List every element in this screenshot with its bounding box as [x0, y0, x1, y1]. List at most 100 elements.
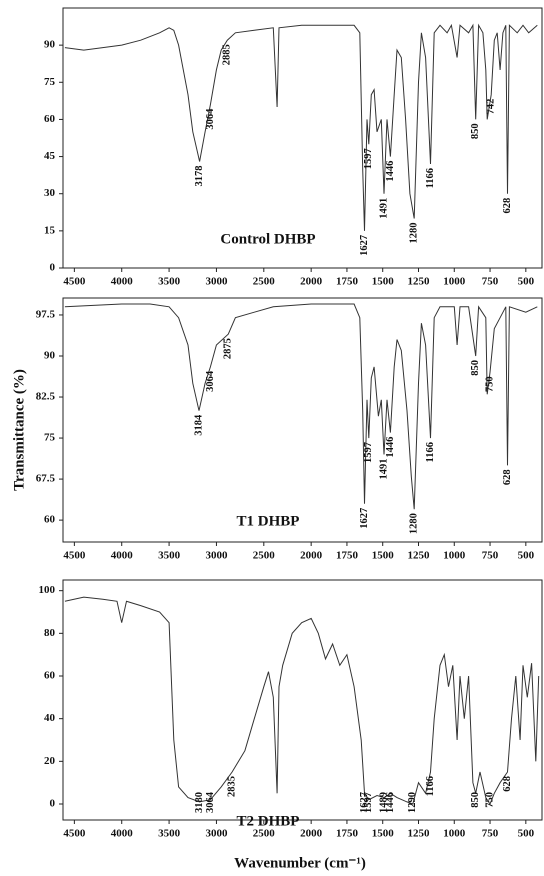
x-tick-label: 3000	[205, 276, 228, 288]
peak-label: 1491	[378, 458, 389, 479]
panel-label: Control DHBP	[220, 231, 315, 247]
peak-label: 750	[484, 792, 495, 808]
peak-label: 3178	[194, 166, 205, 187]
y-tick-label: 60	[44, 113, 56, 125]
y-tick-label: 97.5	[36, 308, 56, 320]
x-tick-label: 750	[482, 828, 499, 840]
y-tick-label: 45	[44, 150, 56, 162]
x-tick-label: 4500	[63, 276, 86, 288]
x-tick-label: 2500	[253, 276, 276, 288]
x-tick-label: 1500	[372, 550, 395, 562]
x-tick-label: 4000	[111, 550, 134, 562]
x-tick-label: 4000	[111, 276, 134, 288]
peak-label: 628	[502, 469, 513, 485]
peak-label: 1627	[359, 235, 370, 256]
panel-label: T1 DHBP	[237, 513, 300, 529]
plot-frame	[62, 297, 543, 543]
x-tick-label: 1250	[407, 550, 430, 562]
x-tick-label: 1250	[407, 828, 430, 840]
y-tick-label: 75	[44, 76, 56, 88]
peak-label: 1627	[359, 508, 370, 529]
x-tick-label: 750	[482, 276, 499, 288]
y-tick-label: 80	[44, 627, 56, 639]
y-tick-label: 90	[44, 350, 56, 362]
plot-frame	[62, 579, 543, 821]
x-tick-label: 1500	[372, 828, 395, 840]
x-tick-label: 1750	[336, 828, 359, 840]
y-axis-label: Transmittance (%)	[11, 369, 27, 491]
y-tick-label: 100	[39, 584, 56, 596]
y-tick-label: 82.5	[36, 391, 56, 403]
y-tick-label: 0	[50, 798, 56, 810]
x-tick-label: 3000	[205, 828, 228, 840]
peak-label: 3064	[205, 370, 216, 392]
peak-label: 1489	[379, 792, 390, 813]
y-tick-label: 30	[44, 187, 56, 199]
y-tick-label: 15	[44, 224, 56, 236]
panel-label: T2 DHBP	[237, 813, 300, 829]
peak-label: 3064	[205, 108, 216, 130]
y-tick-label: 75	[44, 432, 56, 444]
peak-label: 1280	[409, 222, 420, 243]
y-tick-label: 90	[44, 39, 56, 51]
x-tick-label: 1000	[443, 828, 466, 840]
x-tick-label: 4500	[63, 828, 86, 840]
peak-label: 1627	[359, 792, 370, 813]
peak-label: 1491	[378, 198, 389, 219]
y-tick-label: 20	[44, 755, 56, 767]
x-tick-label: 750	[482, 550, 499, 562]
peak-label: 3180	[194, 792, 205, 813]
peak-label: 628	[502, 776, 513, 792]
spectrum	[64, 23, 538, 231]
x-tick-label: 1250	[407, 276, 430, 288]
peak-label: 1597	[363, 442, 374, 463]
peak-label: 1597	[363, 148, 374, 169]
peak-label: 850	[470, 123, 481, 139]
x-tick-label: 3500	[158, 828, 181, 840]
x-tick-label: 1500	[372, 276, 395, 288]
peak-label: 1597	[363, 792, 374, 813]
peak-label: 1166	[425, 168, 436, 188]
plot-frame	[62, 7, 543, 269]
peak-label: 1280	[409, 513, 420, 534]
peak-label: 850	[470, 792, 481, 808]
spectrum	[64, 303, 538, 510]
peak-label: 2875	[223, 338, 234, 359]
x-tick-label: 2000	[300, 550, 323, 562]
x-tick-label: 4000	[111, 828, 134, 840]
peak-label: 750	[484, 376, 495, 392]
x-tick-label: 1000	[443, 276, 466, 288]
x-tick-label: 1000	[443, 550, 466, 562]
peak-label: 850	[470, 360, 481, 376]
x-tick-label: 2000	[300, 828, 323, 840]
y-tick-label: 67.5	[36, 473, 56, 485]
x-tick-label: 2500	[253, 550, 276, 562]
x-tick-label: 4500	[63, 550, 86, 562]
x-tick-label: 3000	[205, 550, 228, 562]
x-tick-label: 2000	[300, 276, 323, 288]
peak-label: 1446	[385, 161, 396, 182]
peak-label: 1166	[425, 442, 436, 462]
peak-label: 2885	[222, 44, 233, 65]
x-tick-label: 500	[518, 828, 535, 840]
peak-label: 1446	[385, 437, 396, 458]
spectrum	[64, 596, 540, 806]
y-tick-label: 60	[44, 670, 56, 682]
y-tick-label: 0	[50, 262, 56, 274]
x-tick-label: 2500	[253, 828, 276, 840]
peak-label: 3064	[205, 791, 216, 813]
peak-label: 3184	[193, 414, 204, 436]
peak-label: 1166	[425, 776, 436, 796]
peak-label: 2835	[226, 776, 237, 797]
x-tick-label: 3500	[158, 276, 181, 288]
peak-label: 1446	[385, 792, 396, 813]
x-tick-label: 500	[518, 550, 535, 562]
x-axis-label: Wavenumber (cm⁻¹)	[234, 855, 366, 871]
x-tick-label: 1750	[336, 550, 359, 562]
x-tick-label: 3500	[158, 550, 181, 562]
y-tick-label: 40	[44, 712, 56, 724]
peak-label: 742	[486, 99, 497, 115]
x-tick-label: 1750	[336, 276, 359, 288]
peak-label: 628	[502, 198, 513, 214]
